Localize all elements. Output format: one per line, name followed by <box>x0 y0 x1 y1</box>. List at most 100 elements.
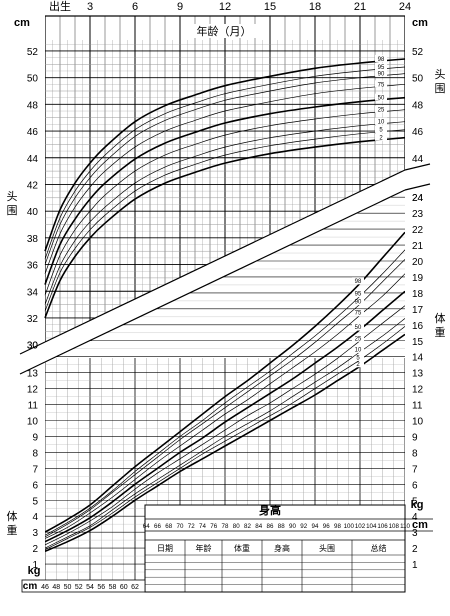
weight-right-tick-label: 22 <box>412 225 424 236</box>
length-lower-tick-label: 48 <box>52 584 60 591</box>
weight-percentile-label-p5: 5 <box>356 355 360 361</box>
head-right-tick-label: 46 <box>412 127 424 138</box>
separator-band-bottom-edge <box>19 361 46 375</box>
weight-side-label-right: 体 <box>435 311 446 325</box>
weight-right-tick-label: 21 <box>412 241 424 252</box>
age-tick-label: 24 <box>399 1 411 13</box>
weight-right-tick-label: 6 <box>412 480 418 491</box>
length-upper-tick-label: 88 <box>278 523 285 530</box>
record-table-header: 年龄 <box>196 543 212 553</box>
length-upper-tick-label: 68 <box>165 523 172 530</box>
length-lower-tick-label: 58 <box>109 584 117 591</box>
head-right-tick-label: 52 <box>412 47 424 58</box>
length-upper-tick-label: 64 <box>143 523 150 530</box>
separator-band-fill <box>45 170 405 362</box>
age-tick-label: 9 <box>177 1 183 13</box>
separator-band-bottom-edge <box>44 189 406 363</box>
head-percentile-label-p90: 90 <box>378 72 385 78</box>
weight-right-tick-label: 24 <box>412 193 424 204</box>
weight-right-tick-label: 7 <box>412 464 418 475</box>
weight-percentile-label-p90: 90 <box>355 300 362 306</box>
weight-percentile-label-p98: 98 <box>355 279 362 285</box>
head-percentile-label-backdrop <box>375 80 387 88</box>
weight-right-tick-label: 19 <box>412 273 424 284</box>
weight-percentile-label-p25: 25 <box>355 336 362 342</box>
record-table-frame <box>144 504 406 593</box>
head-percentile-curve-p25 <box>44 109 406 296</box>
weight-left-tick-label: 6 <box>32 480 38 491</box>
length-upper-tick-label: 72 <box>188 523 195 530</box>
weight-right-tick-label: 9 <box>412 432 418 443</box>
head-percentile-label-backdrop <box>375 93 387 101</box>
weight-right-tick-label: 11 <box>412 401 423 412</box>
weight-right-tick-label: 15 <box>412 337 424 348</box>
age-axis-label: 年龄（月） <box>197 24 252 38</box>
length-upper-tick-label: 92 <box>300 523 307 530</box>
weight-right-tick-label: 20 <box>412 257 424 268</box>
weight-side-label-left: 体 <box>7 509 18 523</box>
separator-band-top-edge <box>44 169 406 343</box>
head-percentile-label-p2: 2 <box>379 136 383 142</box>
weight-percentile-curve-p90 <box>45 259 405 538</box>
length-upper-tick-label: 76 <box>210 523 217 530</box>
length-upper-tick-label: 74 <box>199 523 206 530</box>
head-percentile-curve-p10 <box>44 121 406 305</box>
length-upper-tick-label: 96 <box>323 523 330 530</box>
weight-left-tick-label: 10 <box>27 417 39 428</box>
head-percentile-curve-p95 <box>44 66 406 260</box>
head-percentile-label-backdrop <box>375 54 387 62</box>
length-lower-tick-label: 50 <box>64 584 72 591</box>
weight-left-tick-label: 5 <box>32 496 38 507</box>
length-lower-tick-label: 60 <box>120 584 128 591</box>
weight-right-tick-label: 14 <box>412 353 424 364</box>
weight-left-tick-label: 9 <box>32 432 38 443</box>
weight-percentile-curve-p5 <box>45 326 405 551</box>
head-left-tick-label: 42 <box>27 180 39 191</box>
weight-right-tick-label: 4 <box>412 512 418 523</box>
weight-left-tick-label: 3 <box>32 528 38 539</box>
length-lower-tick-label: 62 <box>131 584 139 591</box>
age-start-label: 出生 <box>49 0 71 13</box>
head-left-tick-label: 30 <box>27 341 39 352</box>
length-upper-tick-label: 102 <box>355 523 366 530</box>
weight-right-tick-label: 2 <box>412 544 418 555</box>
length-upper-tick-label: 110 <box>400 523 410 530</box>
weight-percentile-curve-p50 <box>45 290 405 543</box>
head-unit-right: cm <box>412 17 428 29</box>
weight-left-tick-label: 4 <box>32 512 38 523</box>
length-upper-tick-label: 66 <box>154 523 161 530</box>
length-upper-tick-label: 80 <box>233 523 240 530</box>
head-percentile-label-backdrop <box>375 125 387 133</box>
weight-percentile-label-backdrop <box>352 277 364 285</box>
weight-percentile-label-backdrop <box>352 298 364 306</box>
length-upper-tick-label: 82 <box>244 523 251 530</box>
head-percentile-label-p10: 10 <box>378 120 385 126</box>
record-table-header: 日期 <box>157 544 173 553</box>
length-upper-tick-label: 70 <box>177 523 184 530</box>
length-lower-tick-label: 54 <box>86 584 94 591</box>
head-percentile-label-p25: 25 <box>378 108 385 114</box>
separator-band <box>19 163 431 375</box>
weight-left-tick-label: 1 <box>32 560 38 571</box>
length-upper-tick-label: 84 <box>255 523 262 530</box>
weight-right-tick-label: 5 <box>412 496 418 507</box>
weight-percentile-curve-p25 <box>45 305 405 546</box>
head-left-tick-label: 30 <box>27 341 39 352</box>
length-lower-tick-label: 46 <box>41 584 49 591</box>
weight-right-tick-label: 13 <box>412 369 424 380</box>
weight-right-tick-label: 18 <box>412 289 424 300</box>
length-upper-tick-label: 100 <box>344 523 355 530</box>
length-upper-tick-label: 78 <box>222 523 229 530</box>
length-upper-tick-label: 98 <box>334 523 341 530</box>
record-table-header: 头围 <box>319 543 335 553</box>
separator-band-top-edge <box>19 341 46 355</box>
record-table-header: 总结 <box>371 543 387 553</box>
length-upper-tick-label: 86 <box>267 523 274 530</box>
weight-percentile-curve-p10 <box>45 318 405 549</box>
length-upper-tick-label: 108 <box>389 523 400 530</box>
weight-percentile-label-p95: 95 <box>355 292 362 298</box>
head-percentile-label-backdrop <box>375 62 387 70</box>
age-tick-label: 15 <box>264 1 276 13</box>
